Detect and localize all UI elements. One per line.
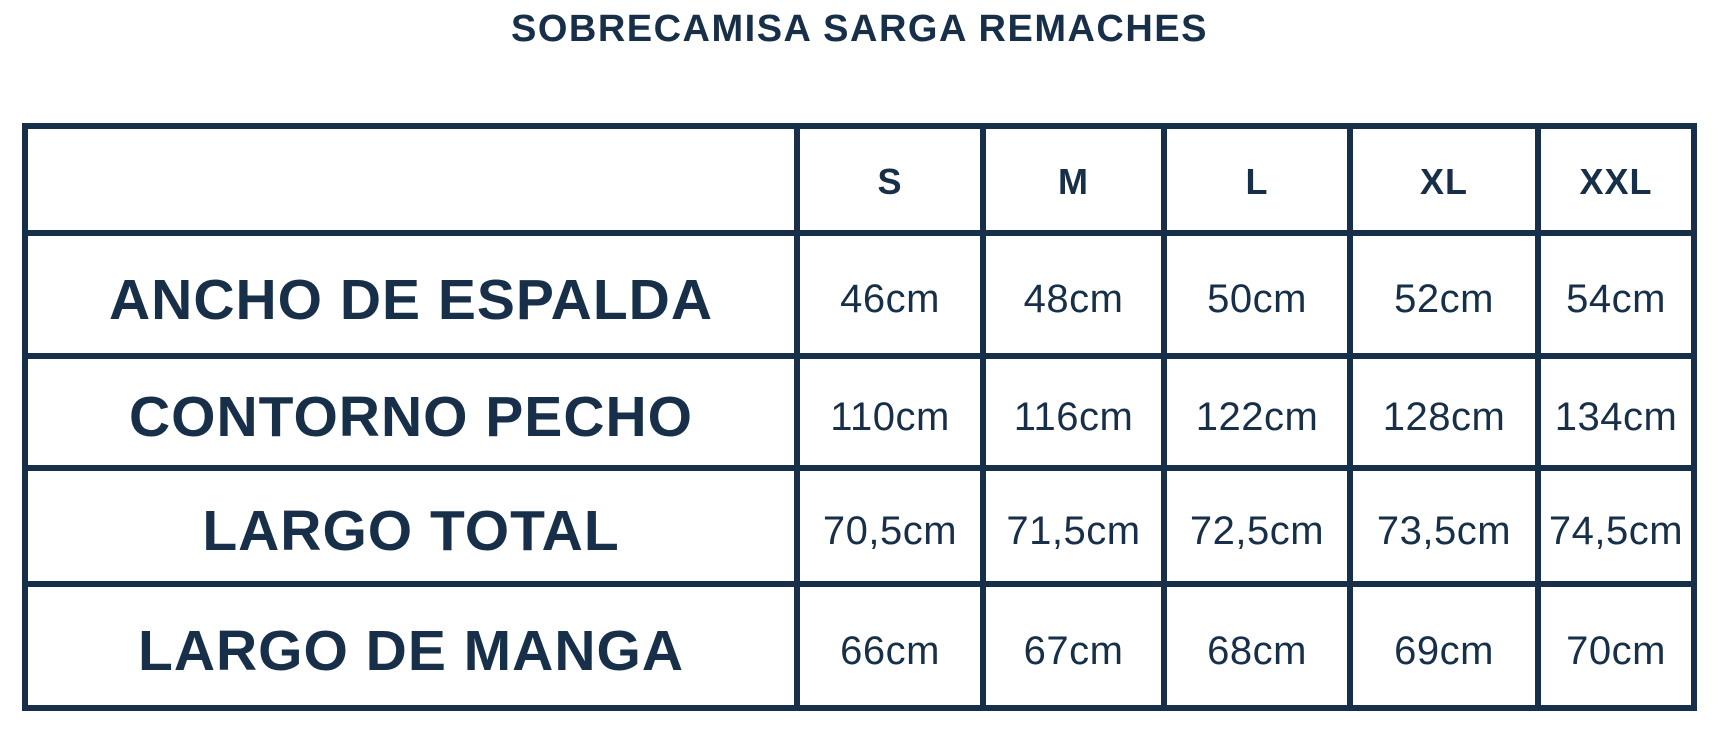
value-manga-s: 66cm <box>800 587 980 705</box>
row-label-contorno-pecho: CONTORNO PECHO <box>28 359 794 465</box>
chart-title: SOBRECAMISA SARGA REMACHES <box>510 8 1208 50</box>
column-header-xxl: XXL <box>1541 129 1691 230</box>
value-contorno-s: 110cm <box>800 359 980 465</box>
value-ancho-xxl: 54cm <box>1541 236 1691 353</box>
row-label-ancho-de-espalda: ANCHO DE ESPALDA <box>28 236 794 353</box>
value-ancho-xl: 52cm <box>1353 236 1535 353</box>
value-manga-xxl: 70cm <box>1541 587 1691 705</box>
column-header-s: S <box>800 129 980 230</box>
column-header-l: L <box>1167 129 1347 230</box>
row-label-largo-total: LARGO TOTAL <box>28 471 794 581</box>
corner-cell <box>28 129 794 230</box>
value-manga-m: 67cm <box>986 587 1161 705</box>
value-contorno-xl: 128cm <box>1353 359 1535 465</box>
row-label-largo-de-manga: LARGO DE MANGA <box>28 587 794 705</box>
value-ancho-m: 48cm <box>986 236 1161 353</box>
column-header-xl: XL <box>1353 129 1535 230</box>
value-largo-total-l: 72,5cm <box>1167 471 1347 581</box>
value-largo-total-m: 71,5cm <box>986 471 1161 581</box>
value-manga-xl: 69cm <box>1353 587 1535 705</box>
value-contorno-l: 122cm <box>1167 359 1347 465</box>
size-chart-table: S M L XL XXL ANCHO DE ESPALDA 46cm 48cm … <box>22 123 1697 711</box>
value-ancho-l: 50cm <box>1167 236 1347 353</box>
value-manga-l: 68cm <box>1167 587 1347 705</box>
value-contorno-xxl: 134cm <box>1541 359 1691 465</box>
value-largo-total-s: 70,5cm <box>800 471 980 581</box>
column-header-m: M <box>986 129 1161 230</box>
value-contorno-m: 116cm <box>986 359 1161 465</box>
value-largo-total-xxl: 74,5cm <box>1541 471 1691 581</box>
value-ancho-s: 46cm <box>800 236 980 353</box>
value-largo-total-xl: 73,5cm <box>1353 471 1535 581</box>
